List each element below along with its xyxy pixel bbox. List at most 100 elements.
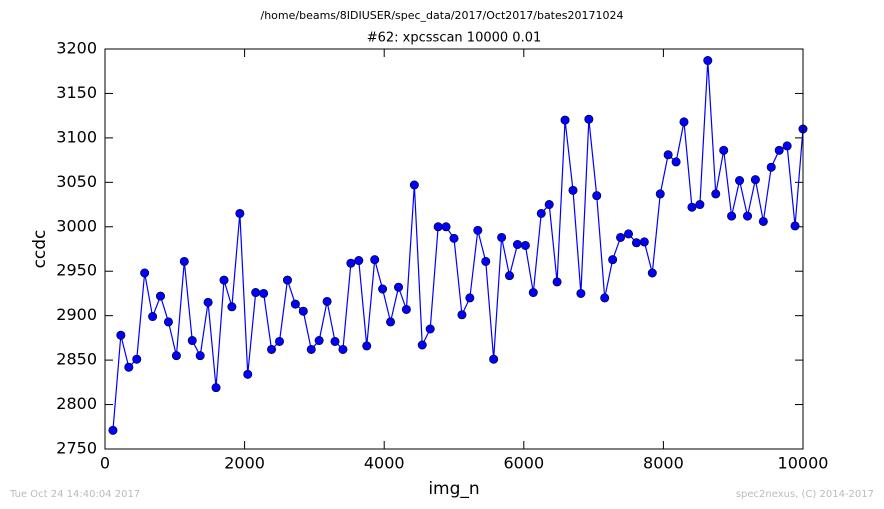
data-point [631,238,641,248]
data-point [639,237,649,247]
data-point [497,232,507,242]
y-tick-label: 2950 [56,261,97,280]
data-point [322,296,332,306]
data-point [489,354,499,364]
x-axis-label: img_n [428,479,479,499]
data-point [314,336,324,346]
data-point [608,255,618,265]
data-point [544,200,554,210]
y-tick-label: 3200 [56,39,97,58]
data-point [148,312,158,322]
y-tick-label: 3100 [56,127,97,146]
data-point [370,255,380,265]
y-tick-label: 2850 [56,350,97,369]
data-point [743,211,753,221]
data-point [750,175,760,185]
data-point [290,299,300,309]
data-point [259,288,269,298]
y-tick-label: 2800 [56,394,97,413]
data-point [211,383,221,393]
plot-frame [104,48,804,450]
data-point [386,317,396,327]
data-point [433,222,443,232]
data-point [576,288,586,298]
data-point [441,222,451,232]
x-tick-label: 2000 [224,454,265,473]
data-point [394,282,404,292]
data-point [409,180,419,190]
data-point [774,145,784,155]
data-point [116,330,126,340]
chart-title: #62: xpcsscan 10000 0.01 [367,31,542,46]
data-point [267,344,277,354]
data-point [560,115,570,125]
data-point [766,162,776,172]
data-point [354,256,364,266]
data-point [219,275,229,285]
data-point [465,293,475,303]
data-point [568,185,578,195]
data-point [457,310,467,320]
data-point [163,317,173,327]
y-axis-label: ccdc [30,230,50,269]
data-point [132,354,142,364]
y-tick-label: 2750 [56,439,97,458]
data-point [298,306,308,316]
data-point [528,288,538,298]
data-point [362,341,372,351]
data-point [758,216,768,226]
data-point [243,369,253,379]
data-point [187,336,197,346]
data-point [504,271,514,281]
data-point [401,304,411,314]
data-point [282,275,292,285]
data-point [124,362,134,372]
data-point [378,284,388,294]
data-point [346,258,356,268]
x-tick-label: 6000 [503,454,544,473]
footer-right: spec2nexus, (C) 2014-2017 [736,489,874,500]
data-point [449,233,459,243]
data-point [155,291,165,301]
data-point [330,336,340,346]
data-point [473,225,483,235]
y-tick-label: 3150 [56,83,97,102]
data-point [719,145,729,155]
data-point [306,344,316,354]
data-point [711,189,721,199]
data-point [417,340,427,350]
data-point [552,277,562,287]
data-point [687,202,697,212]
x-tick-label: 10000 [778,454,829,473]
footer-left: Tue Oct 24 14:40:04 2017 [9,489,140,500]
data-point [512,240,522,250]
y-tick-label: 3050 [56,172,97,191]
data-point [735,176,745,186]
data-point [600,293,610,303]
data-point [195,351,205,361]
data-point [592,191,602,201]
y-tick-label: 3000 [56,216,97,235]
data-point [108,425,118,435]
data-line [112,60,804,431]
x-tick-label: 4000 [364,454,405,473]
data-point [727,211,737,221]
data-point [274,336,284,346]
data-point [425,324,435,334]
data-point [203,297,213,307]
data-point [481,256,491,266]
data-point [679,117,689,127]
y-tick-label: 2900 [56,305,97,324]
data-point [703,56,713,66]
data-point [536,208,546,218]
data-point [171,351,181,361]
data-point [251,288,261,298]
data-point [616,232,626,242]
data-point [695,200,705,210]
suptitle: /home/beams/8IDIUSER/spec_data/2017/Oct2… [261,9,624,22]
data-point [647,268,657,278]
data-point [782,141,792,151]
data-point [227,302,237,312]
